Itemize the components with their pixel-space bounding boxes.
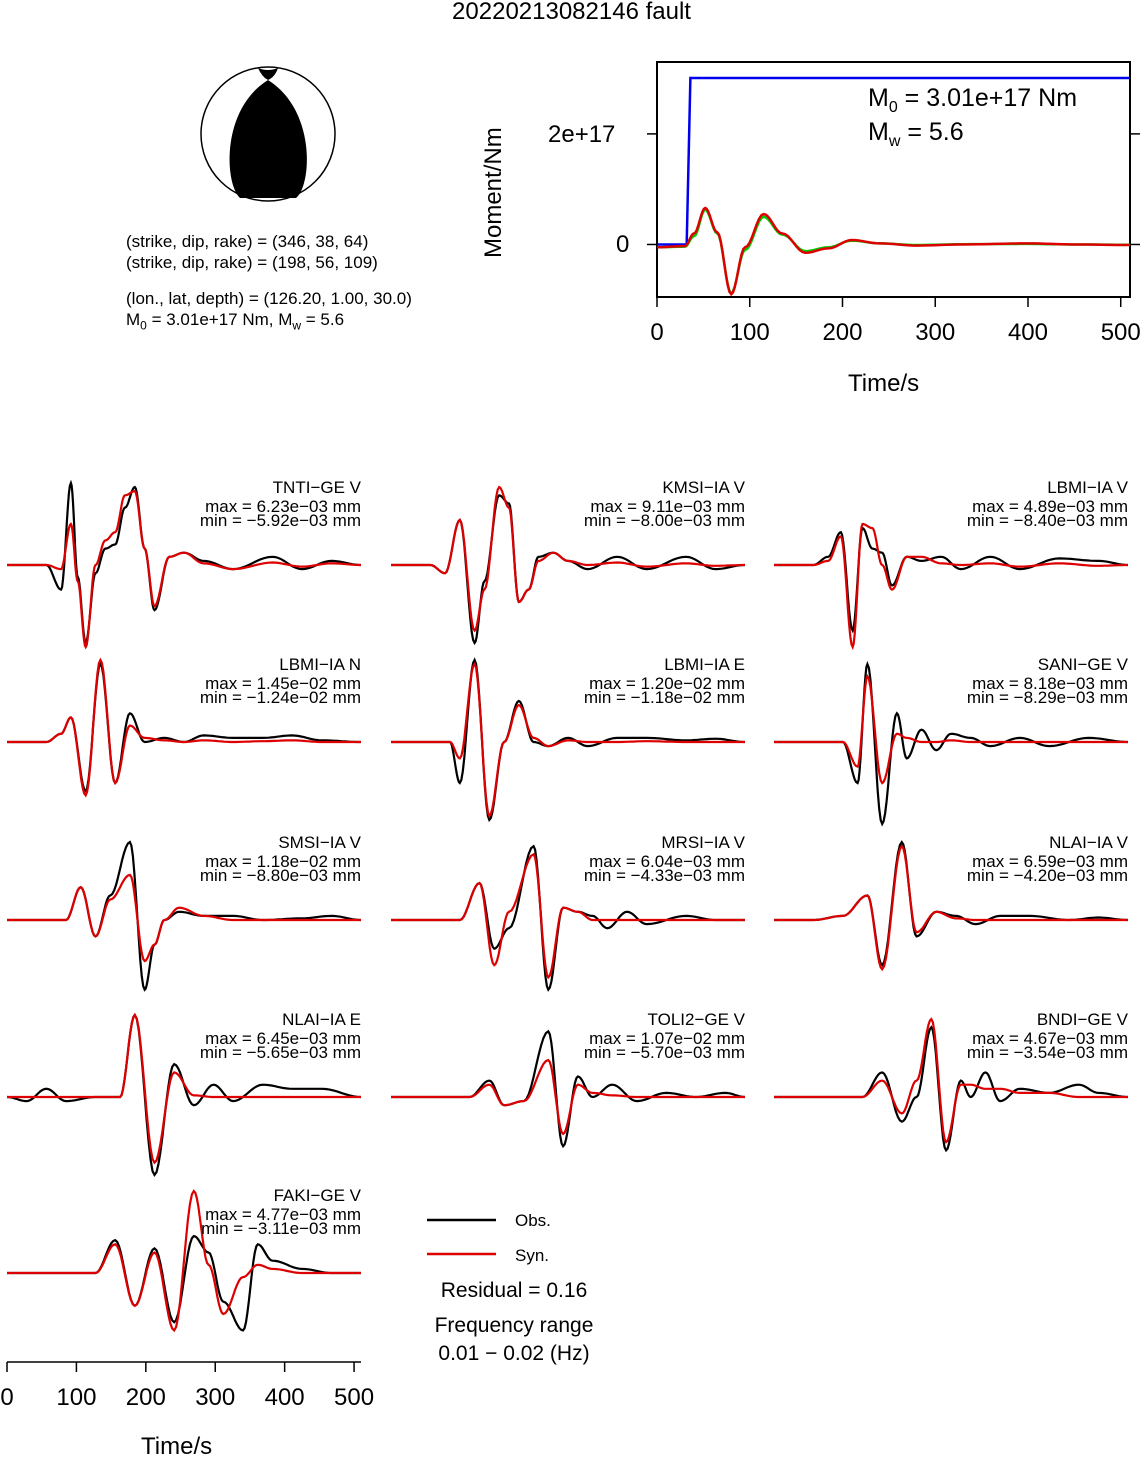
moment-xtick-label: 100 [729, 319, 770, 346]
station-name: FAKI−GE V [273, 1186, 361, 1205]
residual-text: Residual = 0.16 [440, 1279, 588, 1302]
legend-syn-label: Syn. [515, 1246, 550, 1265]
station-min: min = −1.24e−02 mm [199, 688, 361, 707]
waveform-xtick-label: 400 [264, 1384, 305, 1411]
waveform-xtick-label: 0 [0, 1384, 14, 1411]
page-title: 20220213082146 fault [452, 0, 691, 25]
obs-trace [774, 660, 1129, 827]
station-min: min = −5.70e−03 mm [583, 1043, 745, 1062]
waveform-panels [6, 479, 1129, 1333]
station-min: min = −8.29e−03 mm [966, 688, 1128, 707]
station-min: min = −8.40e−03 mm [966, 511, 1128, 530]
moment-ytick-2e17: 2e+17 [548, 121, 616, 148]
station-max: max = 9.11e−03 mm [590, 497, 745, 516]
station-min: min = −4.33e−03 mm [583, 866, 745, 885]
waveform-xtick-label: 200 [125, 1384, 166, 1411]
station-max: max = 6.45e−03 mm [205, 1029, 361, 1048]
station-min: min = −3.11e−03 mm [201, 1219, 361, 1238]
station-max: max = 4.77e−03 mm [205, 1205, 361, 1224]
station-name: SMSI−IA V [278, 833, 361, 852]
syn-trace [391, 661, 745, 818]
moment-xtick-label: 500 [1100, 319, 1141, 346]
station-min: min = −8.80e−03 mm [199, 866, 361, 885]
waveform-xtick-label: 500 [334, 1384, 375, 1411]
station-max: max = 4.89e−03 mm [972, 497, 1128, 516]
moment-xtick-label: 400 [1007, 319, 1048, 346]
moment-plot-frame [656, 61, 1131, 298]
syn-trace [774, 522, 1128, 651]
syn-trace [7, 1189, 361, 1333]
freq-label: Frequency range [434, 1314, 594, 1337]
waveform-time-axis [6, 1361, 361, 1372]
obs-trace [391, 657, 746, 823]
station-min: min = −3.54e−03 mm [966, 1043, 1128, 1062]
station-max: max = 6.23e−03 mm [205, 497, 361, 516]
beachball [200, 66, 336, 202]
station-max: max = 1.20e−02 mm [589, 674, 745, 693]
syn-trace [7, 873, 361, 963]
moment-ytick-0: 0 [616, 231, 630, 258]
syn-trace [7, 490, 361, 650]
syn-trace [391, 852, 745, 980]
syn-trace [774, 844, 1128, 972]
waveform-xtick-label: 100 [56, 1384, 97, 1411]
moment-m0-label: M0 = 3.01e+17 Nm [868, 84, 1078, 116]
moment-ylabel: Moment/Nm [480, 127, 507, 258]
station-min: min = −5.92e−03 mm [199, 511, 361, 530]
station-name: LBMI−IA V [1047, 478, 1128, 497]
station-min: min = −5.65e−03 mm [199, 1043, 361, 1062]
station-name: SANI−GE V [1037, 655, 1128, 674]
station-name: NLAI−IA V [1049, 833, 1128, 852]
legend-obs-label: Obs. [515, 1211, 551, 1230]
waveform-xtick-label: 300 [195, 1384, 236, 1411]
moment-xtick-label: 0 [650, 319, 664, 346]
plane1-text: (strike, dip, rake) = (346, 38, 64) [126, 232, 369, 251]
station-min: min = −4.20e−03 mm [966, 866, 1128, 885]
station-max: max = 4.67e−03 mm [972, 1029, 1128, 1048]
station-name: LBMI−IA E [664, 655, 745, 674]
moment-plot [647, 61, 1140, 307]
syn-trace [774, 1017, 1128, 1144]
station-name: KMSI−IA V [662, 478, 745, 497]
moment-series-line [656, 206, 1131, 297]
station-min: min = −1.18e−02 mm [583, 688, 745, 707]
station-max: max = 1.07e−02 mm [589, 1029, 745, 1048]
syn-trace [391, 485, 745, 633]
station-max: max = 1.45e−02 mm [205, 674, 361, 693]
station-max: max = 1.18e−02 mm [205, 852, 361, 871]
moment-summary: M0 = 3.01e+17 Nm, Mw = 5.6 [126, 310, 345, 333]
obs-trace [7, 479, 362, 646]
station-name: NLAI−IA E [282, 1010, 361, 1029]
station-name: LBMI−IA N [279, 655, 361, 674]
freq-value: 0.01 − 0.02 (Hz) [438, 1342, 590, 1365]
station-max: max = 6.59e−03 mm [972, 852, 1128, 871]
station-max: max = 6.04e−03 mm [589, 852, 745, 871]
legend [427, 1218, 496, 1256]
syn-trace [774, 673, 1128, 785]
station-max: max = 8.18e−03 mm [972, 674, 1128, 693]
obs-trace [774, 1025, 1129, 1153]
obs-trace [774, 526, 1129, 634]
syn-trace [391, 1058, 745, 1136]
waveform-xlabel: Time/s [141, 1433, 213, 1460]
moment-series-line [657, 76, 1130, 246]
syn-trace [7, 657, 361, 798]
moment-xtick-label: 300 [915, 319, 956, 346]
moment-xtick-label: 200 [822, 319, 863, 346]
station-min: min = −8.00e−03 mm [583, 511, 745, 530]
plane2-text: (strike, dip, rake) = (198, 56, 109) [126, 253, 378, 272]
station-name: BNDI−GE V [1036, 1010, 1128, 1029]
station-name: TOLI2−GE V [647, 1010, 745, 1029]
station-name: TNTI−GE V [272, 478, 361, 497]
station-name: MRSI−IA V [661, 833, 745, 852]
syn-trace [7, 1012, 361, 1165]
moment-xlabel: Time/s [848, 370, 920, 397]
location-text: (lon., lat, depth) = (126.20, 1.00, 30.0… [126, 289, 412, 308]
moment-mw-label: Mw = 5.6 [868, 118, 964, 150]
